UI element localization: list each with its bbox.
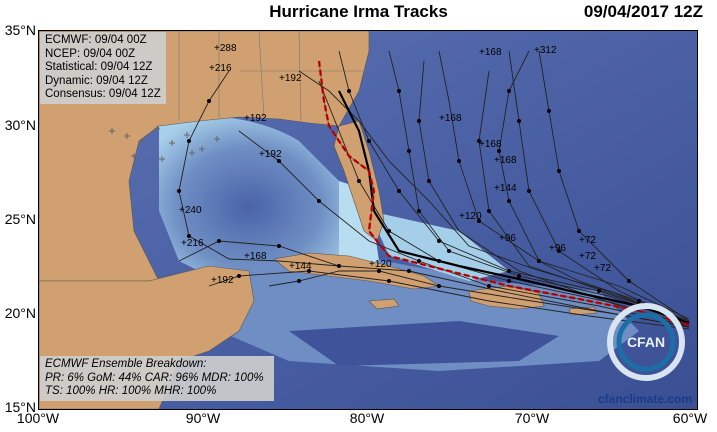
lat-label-35: 35°N <box>4 22 36 38</box>
hour-label: +288 <box>214 43 237 54</box>
lat-label-20: 20°N <box>4 305 36 321</box>
track-map: +288 +216 +192 +192 +192 +168 +168 +312 … <box>38 30 698 410</box>
hour-label: +192 <box>259 149 282 160</box>
hour-label: +168 <box>439 113 462 124</box>
hour-label: +72 <box>579 235 596 246</box>
model-run-statistical: Statistical: 09/04 12Z <box>45 61 153 73</box>
lat-label-30: 30°N <box>4 117 36 133</box>
hour-label: +120 <box>369 259 392 270</box>
ensemble-breakdown: ECMWF Ensemble Breakdown: PR: 6% GoM: 44… <box>40 356 274 401</box>
map-title: Hurricane Irma Tracks <box>269 2 448 21</box>
hour-label: +72 <box>579 251 596 262</box>
lat-label-25: 25°N <box>4 211 36 227</box>
hour-label: +192 <box>211 275 234 286</box>
map-canvas: +288 +216 +192 +192 +192 +168 +168 +312 … <box>39 31 697 409</box>
logo-ring-outer <box>607 303 685 381</box>
hour-label: +72 <box>594 263 611 274</box>
forecast-timestamp: 09/04/2017 12Z <box>583 2 703 21</box>
gulf-of-mexico <box>159 116 359 282</box>
jamaica <box>368 298 400 310</box>
hour-label: +192 <box>279 73 302 84</box>
breakdown-line-1: PR: 6% GoM: 44% CAR: 96% MDR: 100% <box>45 371 264 384</box>
model-run-dynamic: Dynamic: 09/04 12Z <box>45 74 148 87</box>
cfan-logo: CFAN <box>607 303 685 381</box>
hour-label: +144 <box>494 183 517 194</box>
model-run-consensus: Consensus: 09/04 12Z <box>45 88 161 100</box>
bahamas-shelf <box>369 211 509 281</box>
model-run-ncep: NCEP: 09/04 00Z <box>45 47 136 60</box>
hour-label: +216 <box>181 238 204 249</box>
hour-label: +240 <box>179 205 202 216</box>
logo-ring-inner <box>616 312 676 372</box>
lon-label-70: 70°W <box>514 410 550 426</box>
hour-label: +168 <box>479 139 502 150</box>
hour-label: +168 <box>479 47 502 58</box>
hour-labels: +288 +216 +192 +192 +192 +168 +168 +312 … <box>179 43 611 286</box>
lon-label-100: 100°W <box>16 410 60 426</box>
hour-label: +192 <box>244 113 267 124</box>
credit-link[interactable]: cfanclimate.com <box>598 392 693 406</box>
breakdown-title: ECMWF Ensemble Breakdown: <box>45 358 207 370</box>
ensemble-mean-track <box>338 90 690 325</box>
hour-label: +144 <box>289 261 312 272</box>
lon-label-80: 80°W <box>349 410 385 426</box>
logo-text: CFAN <box>627 334 665 350</box>
lon-label-90: 90°W <box>185 410 221 426</box>
breakdown-line-2: TS: 100% HR: 100% MHR: 100% <box>45 385 217 397</box>
caribbean-deep <box>289 321 559 366</box>
gulf-cross-markers <box>109 126 220 162</box>
model-run-info: ECMWF: 09/04 00Z NCEP: 09/04 00Z Statist… <box>40 32 166 104</box>
lon-label-60: 60°W <box>672 410 708 426</box>
hour-label: +96 <box>549 243 566 254</box>
lat-label-15: 15°N <box>4 399 36 415</box>
model-run-ecmwf: ECMWF: 09/04 00Z <box>45 34 147 46</box>
hour-label: +168 <box>494 155 517 166</box>
hour-label: +312 <box>534 45 557 56</box>
hour-label: +216 <box>209 63 232 74</box>
consensus-track-outline <box>318 60 690 326</box>
hour-label: +96 <box>499 233 516 244</box>
hour-label: +168 <box>244 251 267 262</box>
state-borders <box>178 31 369 124</box>
hour-label: +120 <box>459 211 482 222</box>
